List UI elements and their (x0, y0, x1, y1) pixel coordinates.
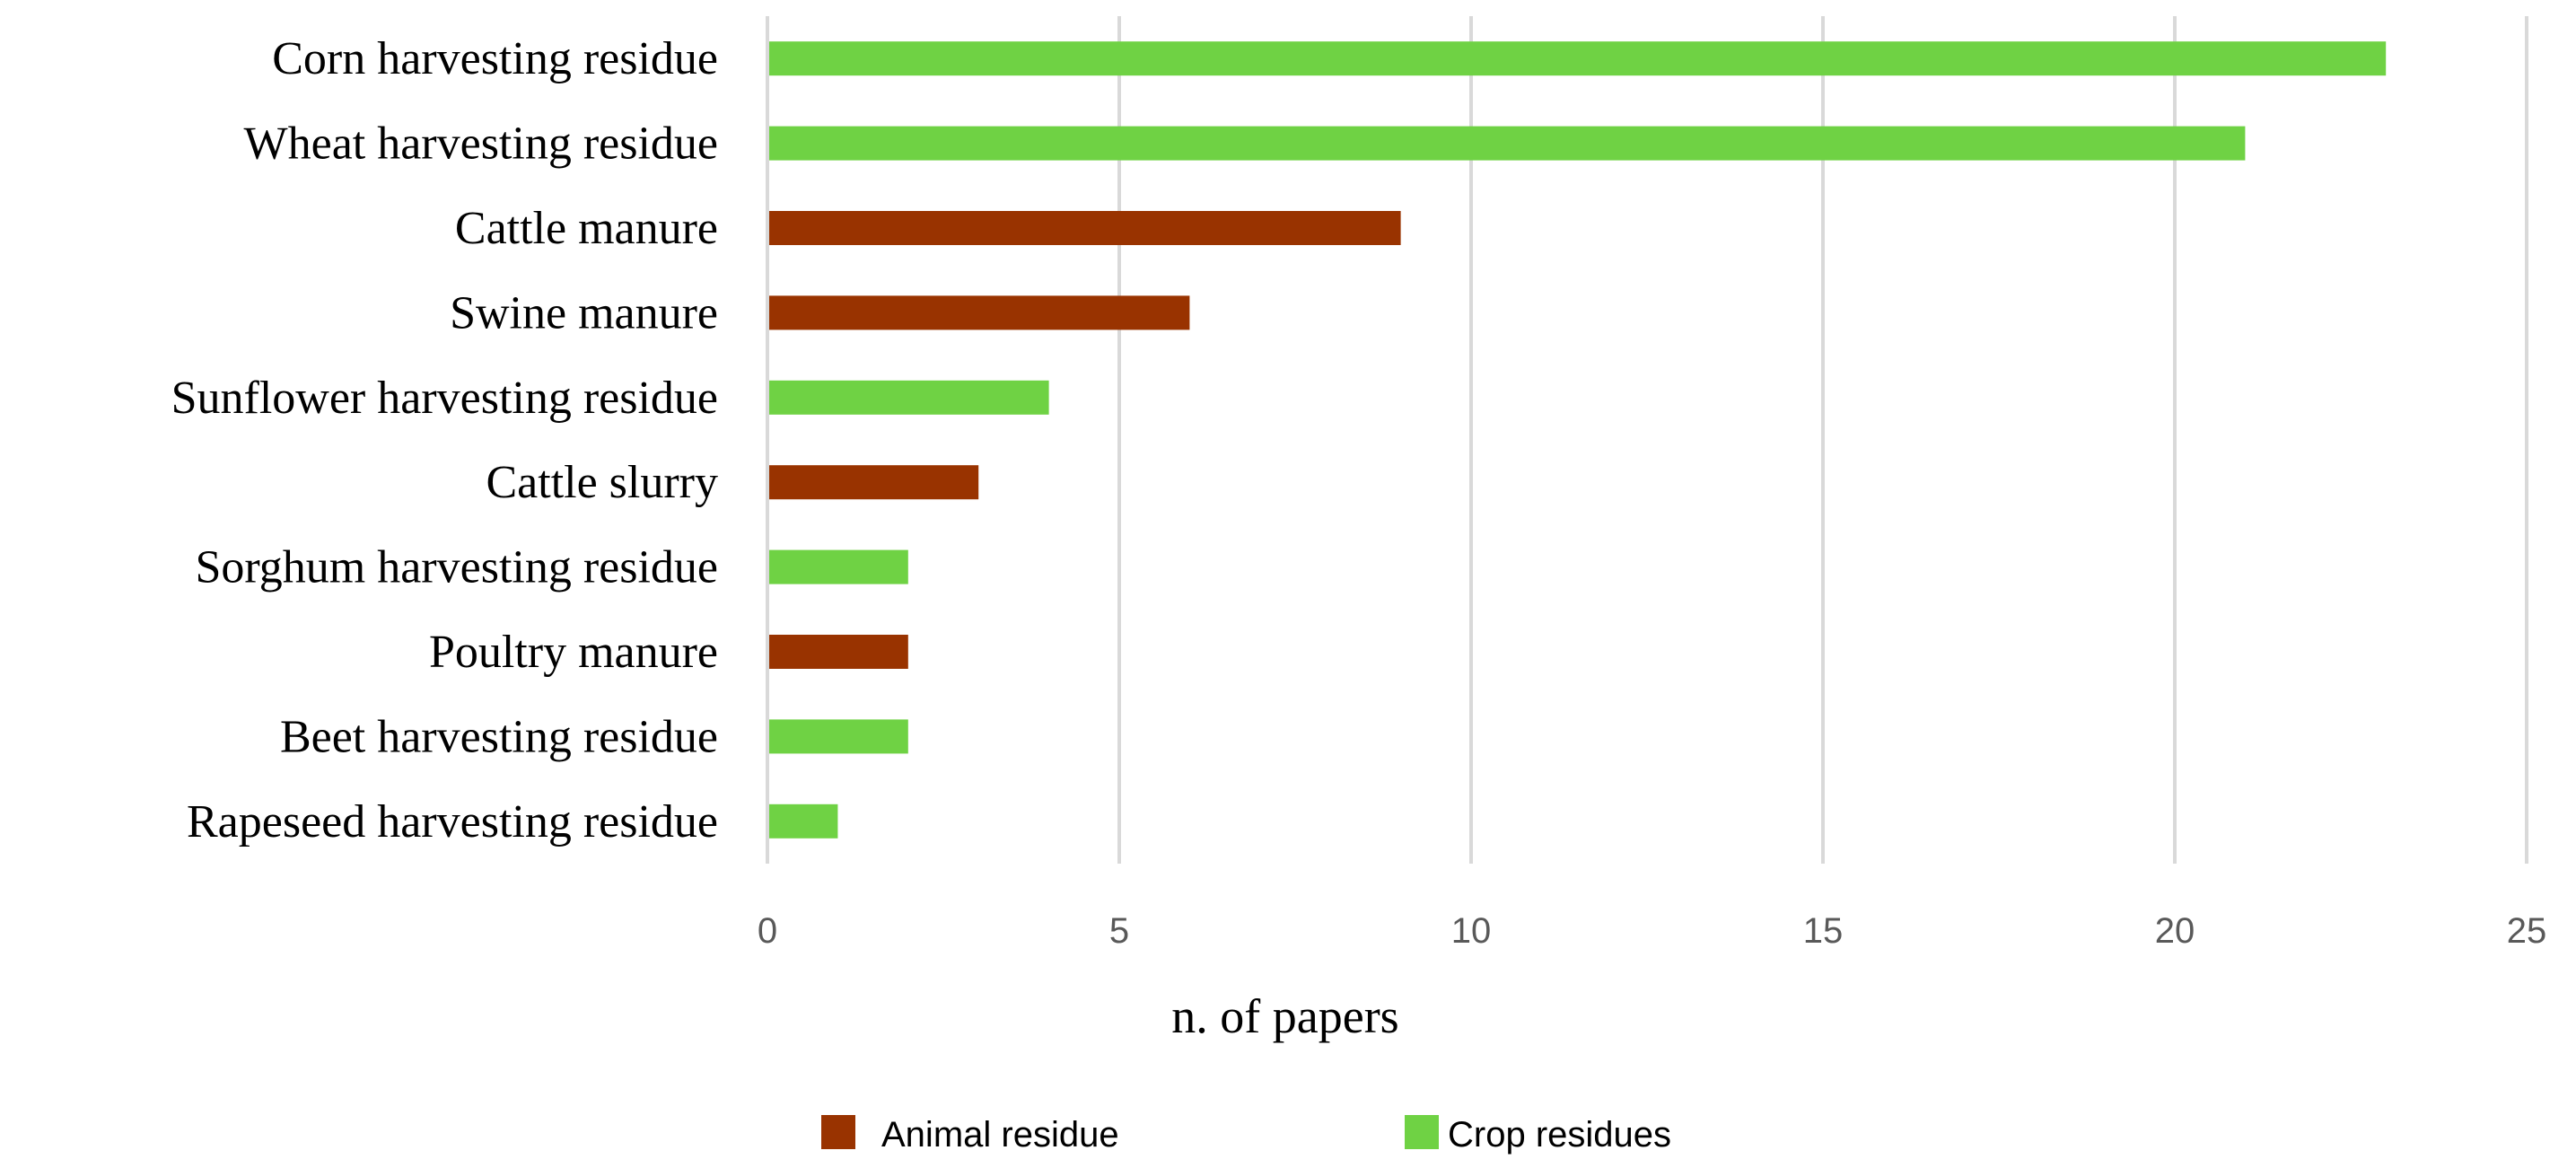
x-tick-label: 0 (758, 911, 777, 951)
legend-label-animal: Animal residue (881, 1115, 1119, 1155)
category-label: Sunflower harvesting residue (171, 373, 718, 424)
category-label: Rapeseed harvesting residue (187, 796, 718, 847)
bar (769, 719, 908, 754)
bars (769, 41, 2387, 839)
category-label: Beet harvesting residue (280, 711, 718, 762)
legend-swatch-crop (1405, 1115, 1439, 1149)
bar (769, 804, 838, 839)
bar (769, 549, 908, 584)
bar (769, 465, 979, 500)
x-tick-label: 10 (1451, 911, 1492, 951)
legend: Animal residue Crop residues (821, 1115, 1671, 1155)
category-label: Cattle slurry (486, 457, 718, 508)
legend-label-crop: Crop residues (1448, 1115, 1671, 1155)
category-label: Wheat harvesting residue (244, 119, 718, 170)
x-tick-label: 20 (2155, 911, 2195, 951)
bar (769, 126, 2246, 161)
bar (769, 380, 1049, 415)
bar (769, 41, 2387, 76)
x-tick-label: 15 (1803, 911, 1844, 951)
category-labels: Corn harvesting residue Wheat harvesting … (171, 33, 718, 847)
bar (769, 211, 1401, 245)
x-tick-label: 25 (2507, 911, 2547, 951)
x-axis-title: n. of papers (1171, 989, 1398, 1043)
bar (769, 635, 908, 669)
x-tick-labels: 0 5 10 15 20 25 (758, 911, 2546, 951)
bar (769, 295, 1190, 330)
legend-swatch-animal (821, 1115, 855, 1149)
category-label: Corn harvesting residue (272, 33, 718, 84)
category-label: Sorghum harvesting residue (195, 542, 718, 593)
category-label: Cattle manure (455, 203, 718, 254)
x-tick-label: 5 (1109, 911, 1129, 951)
category-label: Swine manure (450, 287, 718, 338)
category-label: Poultry manure (429, 627, 718, 678)
